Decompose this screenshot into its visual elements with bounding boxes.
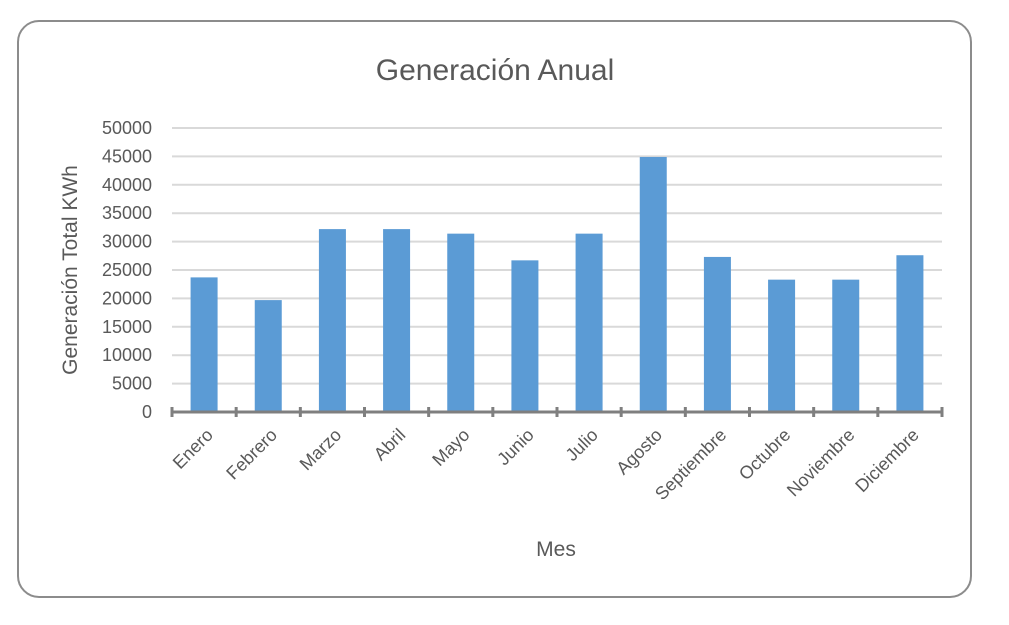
x-category-label: Noviembre (783, 425, 859, 501)
y-tick-label: 10000 (102, 345, 152, 365)
chart-frame (17, 20, 972, 598)
x-category-label: Junio (493, 425, 538, 470)
bar-diciembre (896, 255, 924, 412)
y-axis-ticks: 5000045000400003500030000250002000015000… (102, 118, 152, 422)
y-tick-label: 50000 (102, 118, 152, 138)
bar-julio (575, 233, 603, 412)
bar-abril (383, 229, 411, 412)
x-axis-categories: Enero Febrero Marzo Abril Mayo Junio Julio Agos… (169, 425, 923, 504)
bars (190, 156, 924, 412)
x-axis (170, 407, 944, 417)
bar-febrero (254, 300, 282, 412)
x-category-label: Enero (169, 425, 217, 473)
x-category-label: Febrero (222, 425, 281, 484)
y-tick-label: 45000 (102, 146, 152, 166)
y-tick-label: 0 (142, 402, 152, 422)
y-tick-label: 35000 (102, 203, 152, 223)
x-axis-label: Mes (536, 538, 576, 561)
bar-agosto (639, 156, 667, 412)
x-category-label: Diciembre (851, 425, 922, 496)
bar-octubre (768, 279, 796, 412)
chart-title: Generación Anual (376, 54, 615, 87)
bar-septiembre (703, 256, 731, 412)
y-tick-label: 20000 (102, 288, 152, 308)
bar-marzo (318, 229, 346, 412)
y-tick-label: 5000 (112, 374, 152, 394)
bar-enero (190, 277, 218, 412)
y-tick-label: 15000 (102, 317, 152, 337)
x-category-label: Mayo (428, 425, 473, 470)
x-category-label: Marzo (296, 425, 346, 475)
bar-mayo (447, 233, 475, 412)
gridlines (172, 127, 942, 385)
x-category-label: Abril (370, 425, 410, 465)
bar-noviembre (832, 279, 860, 412)
x-category-label: Julio (562, 425, 602, 465)
y-tick-label: 40000 (102, 175, 152, 195)
x-category-label: Octubre (735, 425, 794, 484)
y-axis-label: Generación Total KWh (59, 165, 82, 375)
x-category-label: Agosto (612, 425, 666, 479)
bar-junio (511, 260, 539, 412)
y-tick-label: 25000 (102, 260, 152, 280)
y-tick-label: 30000 (102, 232, 152, 252)
